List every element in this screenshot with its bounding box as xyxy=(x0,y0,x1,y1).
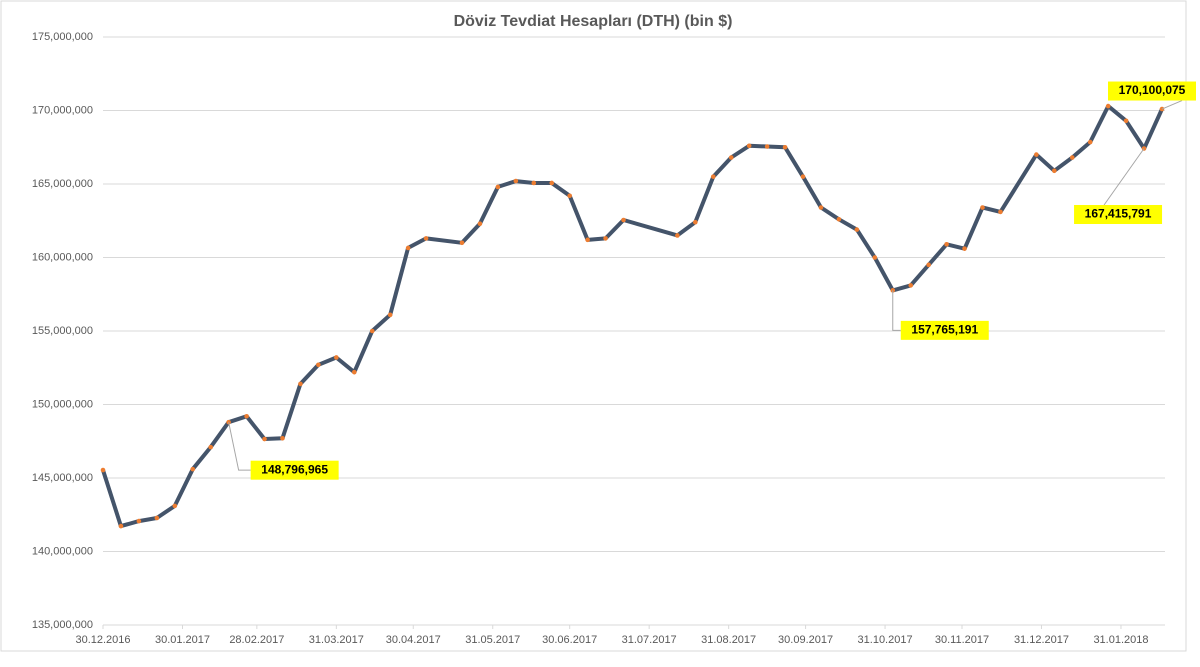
leader-line xyxy=(892,290,901,331)
data-point xyxy=(118,523,124,529)
data-point xyxy=(1069,155,1075,160)
chart-title: Döviz Tevdiat Hesapları (DTH) (bin $) xyxy=(454,13,733,30)
data-point xyxy=(172,503,178,509)
data-point xyxy=(693,219,698,225)
data-point xyxy=(208,444,213,450)
data-point xyxy=(495,184,501,190)
data-point xyxy=(334,355,339,360)
data-point xyxy=(154,515,160,521)
leader-line xyxy=(1103,148,1145,206)
data-point xyxy=(800,174,806,179)
data-point xyxy=(280,436,285,441)
data-point xyxy=(836,216,842,222)
data-point xyxy=(531,180,537,186)
data-point xyxy=(567,193,572,199)
data-point xyxy=(351,369,357,375)
x-tick-label: 31.01.2018 xyxy=(1093,634,1148,646)
data-point xyxy=(998,209,1003,215)
data-point xyxy=(603,236,608,241)
y-tick-label: 165,000,000 xyxy=(32,178,93,190)
value-label: 148,796,965 xyxy=(261,462,328,476)
data-point xyxy=(369,328,375,334)
value-label: 157,765,191 xyxy=(911,323,978,337)
x-tick-label: 30.12.2016 xyxy=(75,634,130,646)
data-point xyxy=(405,245,411,251)
data-point xyxy=(872,255,878,260)
data-point xyxy=(818,205,824,210)
data-point xyxy=(908,283,914,288)
x-tick-label: 31.08.2017 xyxy=(701,634,756,646)
data-point xyxy=(387,312,393,318)
x-tick-label: 31.03.2017 xyxy=(309,634,364,646)
leader-line xyxy=(1161,100,1183,110)
data-point xyxy=(746,143,752,149)
data-point xyxy=(1052,168,1057,174)
data-point xyxy=(136,518,142,524)
data-point xyxy=(621,217,626,223)
data-point xyxy=(1087,139,1093,145)
data-point xyxy=(980,205,985,210)
data-point xyxy=(962,246,967,251)
leader-line xyxy=(228,422,251,471)
data-point xyxy=(244,413,249,419)
value-label-box xyxy=(1108,81,1196,101)
y-tick-label: 160,000,000 xyxy=(32,251,93,263)
x-tick-label: 30.11.2017 xyxy=(935,634,989,646)
data-point xyxy=(728,155,734,160)
data-point xyxy=(944,241,949,247)
data-point xyxy=(710,174,716,179)
y-tick-label: 140,000,000 xyxy=(32,545,93,557)
data-point xyxy=(1105,103,1111,109)
x-tick-label: 31.07.2017 xyxy=(622,634,677,646)
data-point xyxy=(854,227,860,232)
data-point xyxy=(782,144,788,150)
data-point xyxy=(100,467,106,473)
data-point xyxy=(926,262,931,268)
value-label: 170,100,075 xyxy=(1119,83,1186,97)
y-tick-label: 145,000,000 xyxy=(32,472,93,484)
x-tick-label: 31.05.2017 xyxy=(465,634,520,646)
data-point xyxy=(1034,152,1039,157)
data-point xyxy=(675,233,680,238)
value-label-box xyxy=(900,320,989,340)
y-tick-label: 150,000,000 xyxy=(32,398,93,410)
y-tick-label: 155,000,000 xyxy=(32,325,93,337)
data-point xyxy=(316,362,321,368)
x-tick-label: 30.01.2017 xyxy=(155,634,210,646)
data-point xyxy=(190,466,196,472)
data-line xyxy=(101,104,1164,529)
data-point xyxy=(549,180,555,186)
data-point xyxy=(262,436,267,442)
x-tick-label: 31.12.2017 xyxy=(1014,634,1069,646)
data-point xyxy=(585,237,590,243)
x-tick-label: 30.06.2017 xyxy=(542,634,597,646)
value-label: 167,415,791 xyxy=(1085,207,1152,221)
y-tick-label: 170,000,000 xyxy=(32,104,93,116)
data-point xyxy=(423,236,429,241)
x-tick-label: 30.04.2017 xyxy=(386,634,441,646)
data-point xyxy=(477,221,483,226)
value-label-box xyxy=(1074,204,1163,224)
data-point xyxy=(764,144,770,149)
data-point xyxy=(459,240,465,246)
x-tick-label: 30.09.2017 xyxy=(778,634,833,646)
value-label-box xyxy=(250,460,339,480)
y-tick-label: 135,000,000 xyxy=(32,619,93,631)
y-tick-label: 175,000,000 xyxy=(32,31,93,43)
chart-border xyxy=(0,0,1187,652)
x-tick-label: 31.10.2017 xyxy=(858,634,913,646)
data-point xyxy=(513,178,519,184)
x-tick-label: 28.02.2017 xyxy=(229,634,284,646)
data-point xyxy=(298,381,303,387)
data-point xyxy=(1123,118,1129,124)
